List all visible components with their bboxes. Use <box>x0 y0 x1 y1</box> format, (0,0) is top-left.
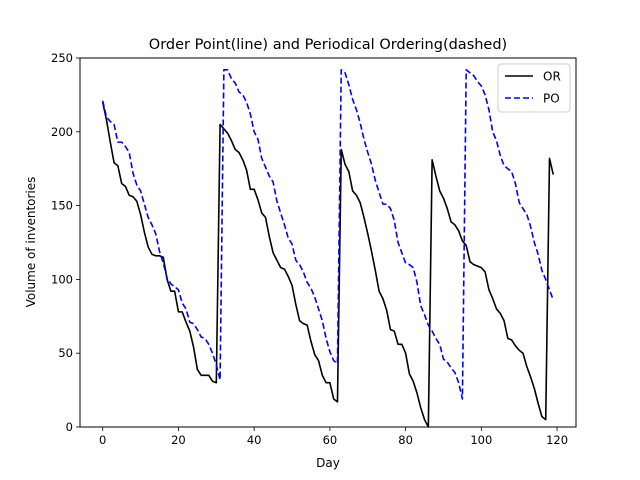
chart-title: Order Point(line) and Periodical Orderin… <box>149 37 507 53</box>
x-tick-label: 20 <box>171 433 186 447</box>
y-tick-label: 200 <box>51 125 73 139</box>
x-axis: 0 20 40 60 80 100 120 <box>99 427 568 447</box>
legend-label-or: OR <box>543 70 561 84</box>
y-tick-label: 50 <box>58 346 73 360</box>
x-axis-label: Day <box>316 456 340 470</box>
y-tick-label: 250 <box>51 51 73 65</box>
x-tick-label: 100 <box>470 433 492 447</box>
y-axis-label: Volume of inventories <box>24 177 38 308</box>
y-axis: 0 50 100 150 200 250 <box>51 51 80 434</box>
x-tick-label: 120 <box>546 433 568 447</box>
x-tick-label: 40 <box>247 433 262 447</box>
x-tick-label: 80 <box>398 433 413 447</box>
legend-label-po: PO <box>543 92 560 106</box>
series-line-or <box>101 102 555 428</box>
plot-frame <box>79 57 577 428</box>
series-line-po <box>101 69 555 400</box>
y-tick-label: 100 <box>51 272 73 286</box>
y-tick-label: 150 <box>51 199 73 213</box>
plot-area <box>101 69 555 428</box>
y-tick-label: 0 <box>66 420 73 434</box>
x-tick-label: 0 <box>99 433 106 447</box>
legend: OR PO <box>497 63 571 113</box>
x-tick-label: 60 <box>323 433 338 447</box>
